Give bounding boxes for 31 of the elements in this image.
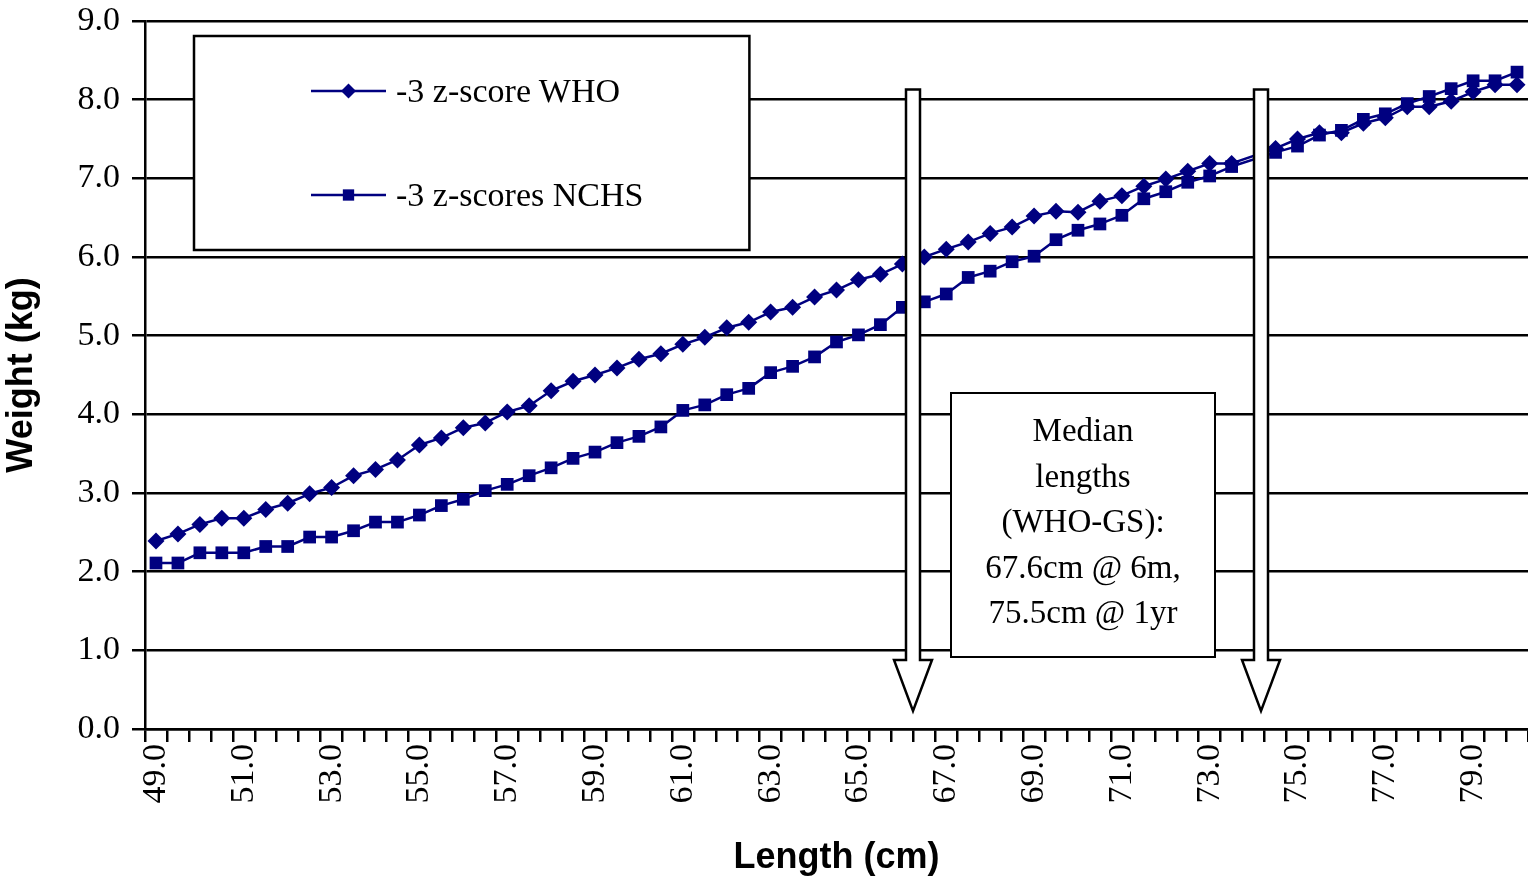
x-tick-label: 53.0: [310, 744, 348, 804]
y-tick-label: 1.0: [77, 629, 120, 667]
y-tick-label: 6.0: [77, 235, 120, 273]
x-tick-label: 77.0: [1364, 744, 1402, 804]
x-tick-label: 57.0: [486, 744, 524, 804]
y-tick-label: 4.0: [77, 393, 120, 431]
x-axis-title: Length (cm): [733, 835, 940, 877]
x-tick-label: 73.0: [1188, 744, 1226, 804]
x-tick-label: 69.0: [1012, 744, 1050, 804]
x-tick-label: 67.0: [925, 744, 963, 804]
y-tick-label: 5.0: [77, 314, 120, 352]
x-tick-label: 59.0: [573, 744, 611, 804]
x-tick-label: 79.0: [1452, 744, 1490, 804]
y-tick-label: 9.0: [77, 0, 120, 37]
x-tick-label: 55.0: [398, 744, 436, 804]
x-tick-label: 61.0: [661, 744, 699, 804]
y-tick-label: 7.0: [77, 157, 120, 195]
y-tick-label: 8.0: [77, 78, 120, 116]
x-tick-label: 75.0: [1276, 744, 1314, 804]
legend-label: -3 z-scores NCHS: [396, 175, 644, 213]
y-tick-label: 3.0: [77, 471, 120, 509]
x-tick-label: 49.0: [134, 744, 172, 804]
annotation: Median lengths (WHO-GS): 67.6cm @ 6m, 75.5cm @ 1yr: [950, 392, 1216, 658]
x-tick-label: 65.0: [837, 744, 875, 804]
y-tick-label: 0.0: [77, 707, 120, 745]
x-tick-label: 63.0: [749, 744, 787, 804]
x-tick-label: 51.0: [222, 744, 260, 804]
y-tick-label: 2.0: [77, 550, 120, 588]
legend-label: -3 z-score WHO: [396, 71, 621, 109]
y-axis-title: Weight (kg): [0, 277, 40, 473]
x-tick-label: 71.0: [1100, 744, 1138, 804]
